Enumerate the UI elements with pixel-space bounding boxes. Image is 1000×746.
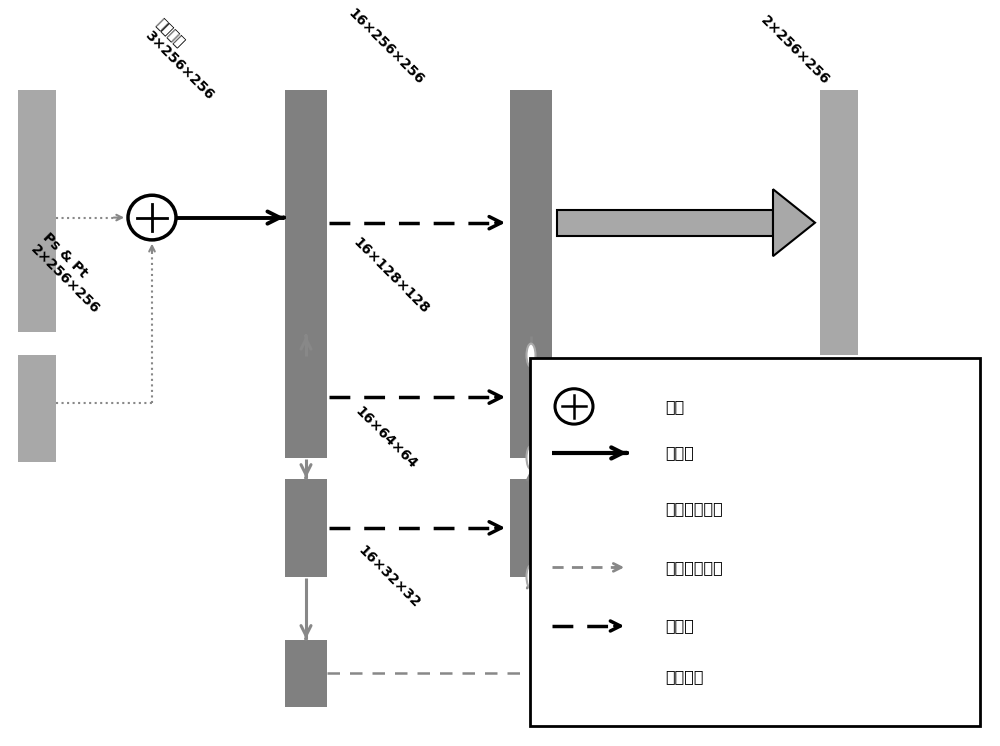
- Ellipse shape: [526, 344, 536, 367]
- Bar: [285, 90, 327, 355]
- Ellipse shape: [526, 446, 536, 469]
- Bar: [510, 336, 552, 457]
- Text: 2×256×256: 2×256×256: [758, 13, 832, 87]
- Bar: [18, 355, 56, 463]
- Bar: [285, 479, 327, 577]
- Bar: [285, 336, 327, 457]
- Polygon shape: [773, 189, 815, 256]
- Text: 16×64×64: 16×64×64: [352, 404, 419, 471]
- Bar: [820, 90, 858, 355]
- Bar: [285, 640, 327, 707]
- Polygon shape: [601, 486, 627, 531]
- Bar: [552, 501, 601, 517]
- Text: 16×256×256: 16×256×256: [345, 6, 426, 87]
- Text: Ps & Pt
2×256×256: Ps & Pt 2×256×256: [28, 231, 114, 316]
- Bar: [530, 358, 980, 726]
- Bar: [557, 210, 773, 236]
- Text: 元素加: 元素加: [665, 618, 694, 633]
- Text: 16×128×128: 16×128×128: [350, 235, 431, 316]
- Text: 16×32×32: 16×32×32: [355, 544, 422, 611]
- Bar: [510, 90, 552, 355]
- Bar: [552, 668, 601, 685]
- Bar: [510, 479, 552, 577]
- Text: 全连接层: 全连接层: [665, 668, 704, 684]
- Text: 上采样卷积块: 上采样卷积块: [665, 560, 723, 575]
- Bar: [18, 90, 56, 332]
- Text: 堆叠: 堆叠: [665, 399, 684, 414]
- Ellipse shape: [526, 565, 536, 589]
- Text: 下采样卷积块: 下采样卷积块: [665, 501, 723, 516]
- Text: 输入图像
3×256×256: 输入图像 3×256×256: [142, 16, 228, 102]
- Polygon shape: [601, 654, 627, 698]
- Text: 卷积块: 卷积块: [665, 445, 694, 460]
